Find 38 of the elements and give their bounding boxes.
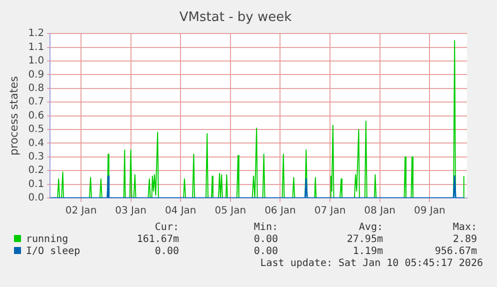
text: Max: — [452, 222, 477, 234]
text: 27.95m — [346, 234, 383, 246]
text: 0.00 — [252, 246, 278, 258]
x-tick-label: 06 Jan — [264, 206, 296, 217]
x-tick-label: 04 Jan — [164, 206, 196, 217]
y-tick-label: 1.2 — [28, 28, 44, 40]
y-tick-label: 1.0 — [28, 56, 44, 67]
text: 0.00 — [252, 234, 278, 246]
text: 0.00 — [154, 246, 179, 258]
y-tick-label: 0.5 — [28, 124, 44, 136]
y-tick-label: 0.3 — [28, 151, 44, 162]
y-tick-label: 0.9 — [28, 69, 44, 80]
y-tick-label: 0.7 — [28, 96, 44, 108]
legend-label: I/O sleep — [26, 246, 82, 258]
y-tick-label: 1.1 — [28, 42, 44, 53]
text: 2.89 — [452, 234, 477, 246]
y-tick-label: 0.2 — [28, 165, 44, 176]
y-tick-label: 0.4 — [28, 138, 44, 149]
y-tick-label: 0.1 — [28, 178, 44, 190]
y-axis-title: process states — [7, 76, 20, 156]
chart-title: VMstat - by week — [179, 10, 292, 26]
x-tick-label: 07 Jan — [314, 206, 346, 217]
text: 1.19m — [352, 246, 383, 258]
text: Cur: — [154, 222, 179, 234]
y-tick-label: 0.6 — [28, 110, 44, 122]
y-tick-label: 0.0 — [28, 192, 44, 204]
text: 161.67m — [136, 234, 179, 246]
x-tick-label: 09 Jan — [414, 206, 446, 217]
x-tick-label: 02 Jan — [65, 206, 97, 217]
text: Avg: — [358, 222, 383, 234]
x-tick-label: 05 Jan — [214, 206, 246, 217]
text: Last update: Sat Jan 10 05:45:17 2026 — [259, 258, 484, 270]
x-tick-label: 08 Jan — [364, 206, 396, 217]
text: 956.67m — [434, 246, 477, 258]
y-tick-label: 0.8 — [28, 82, 44, 94]
x-tick-label: 03 Jan — [115, 206, 146, 217]
legend-label: running — [26, 234, 70, 246]
text: Min: — [252, 222, 278, 234]
